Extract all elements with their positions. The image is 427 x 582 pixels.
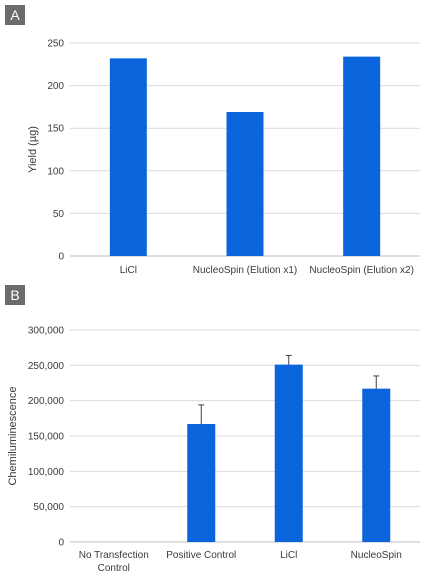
y-tick-label: 50,000: [33, 502, 64, 513]
y-tick-label: 0: [58, 538, 64, 549]
y-axis-title: Chemiluminescence: [7, 386, 19, 485]
y-tick-label: 300,000: [28, 326, 65, 337]
bar: [187, 423, 216, 542]
x-tick-label: LiCl: [120, 265, 137, 276]
bar: [274, 364, 303, 542]
x-tick-label: NucleoSpin (Elution x1): [193, 265, 298, 276]
x-tick-label: Positive Control: [166, 550, 236, 561]
x-tick-label: NucleoSpin (Elution x2): [309, 265, 414, 276]
x-tick-label: LiCl: [280, 550, 297, 561]
y-tick-label: 200,000: [28, 396, 65, 407]
y-tick-label: 0: [58, 252, 64, 263]
y-tick-label: 100: [47, 166, 64, 177]
y-axis-title: Yield (µg): [27, 126, 39, 173]
y-tick-label: 50: [53, 209, 65, 220]
x-tick-label: NucleoSpin: [351, 550, 402, 561]
y-tick-label: 150,000: [28, 432, 65, 443]
panel-b-badge: B: [5, 285, 25, 305]
y-tick-label: 150: [47, 124, 64, 135]
y-tick-label: 100,000: [28, 467, 65, 478]
bar: [362, 388, 391, 542]
bar: [109, 58, 147, 256]
panel-a-badge: A: [5, 5, 25, 25]
chemiluminescence-bar-chart: 0 50,000 100,000 150,000 200,000 250,000 300,0…: [7, 326, 420, 574]
y-tick-label: 250: [47, 39, 64, 50]
y-tick-label: 250,000: [28, 361, 65, 372]
x-tick-label: No Transfection Control: [79, 550, 149, 574]
bar: [343, 56, 381, 256]
bar: [226, 112, 264, 257]
yield-bar-chart: 0 50 100 150 200 250 Yield (µg) LiCl NucleoSpin …: [27, 39, 420, 276]
y-tick-label: 200: [47, 81, 64, 92]
